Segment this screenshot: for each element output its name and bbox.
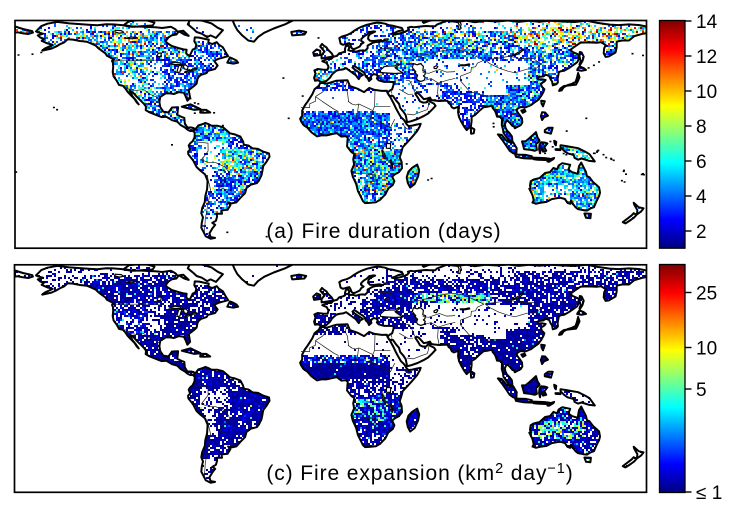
svg-text:(a) Fire duration (days): (a) Fire duration (days) bbox=[266, 220, 501, 243]
svg-text:10: 10 bbox=[696, 339, 717, 360]
svg-text:14: 14 bbox=[696, 12, 718, 33]
svg-text:5: 5 bbox=[696, 380, 707, 401]
svg-text:2: 2 bbox=[696, 222, 707, 243]
svg-text:8: 8 bbox=[696, 117, 707, 138]
svg-text:(c) Fire expansion (km2 day−1): (c) Fire expansion (km2 day−1) bbox=[266, 461, 573, 485]
svg-text:6: 6 bbox=[696, 152, 707, 173]
svg-text:≤ 1: ≤ 1 bbox=[696, 483, 722, 504]
svg-text:4: 4 bbox=[696, 187, 707, 208]
svg-text:25: 25 bbox=[696, 284, 717, 305]
svg-text:10: 10 bbox=[696, 82, 717, 103]
svg-text:12: 12 bbox=[696, 47, 717, 68]
